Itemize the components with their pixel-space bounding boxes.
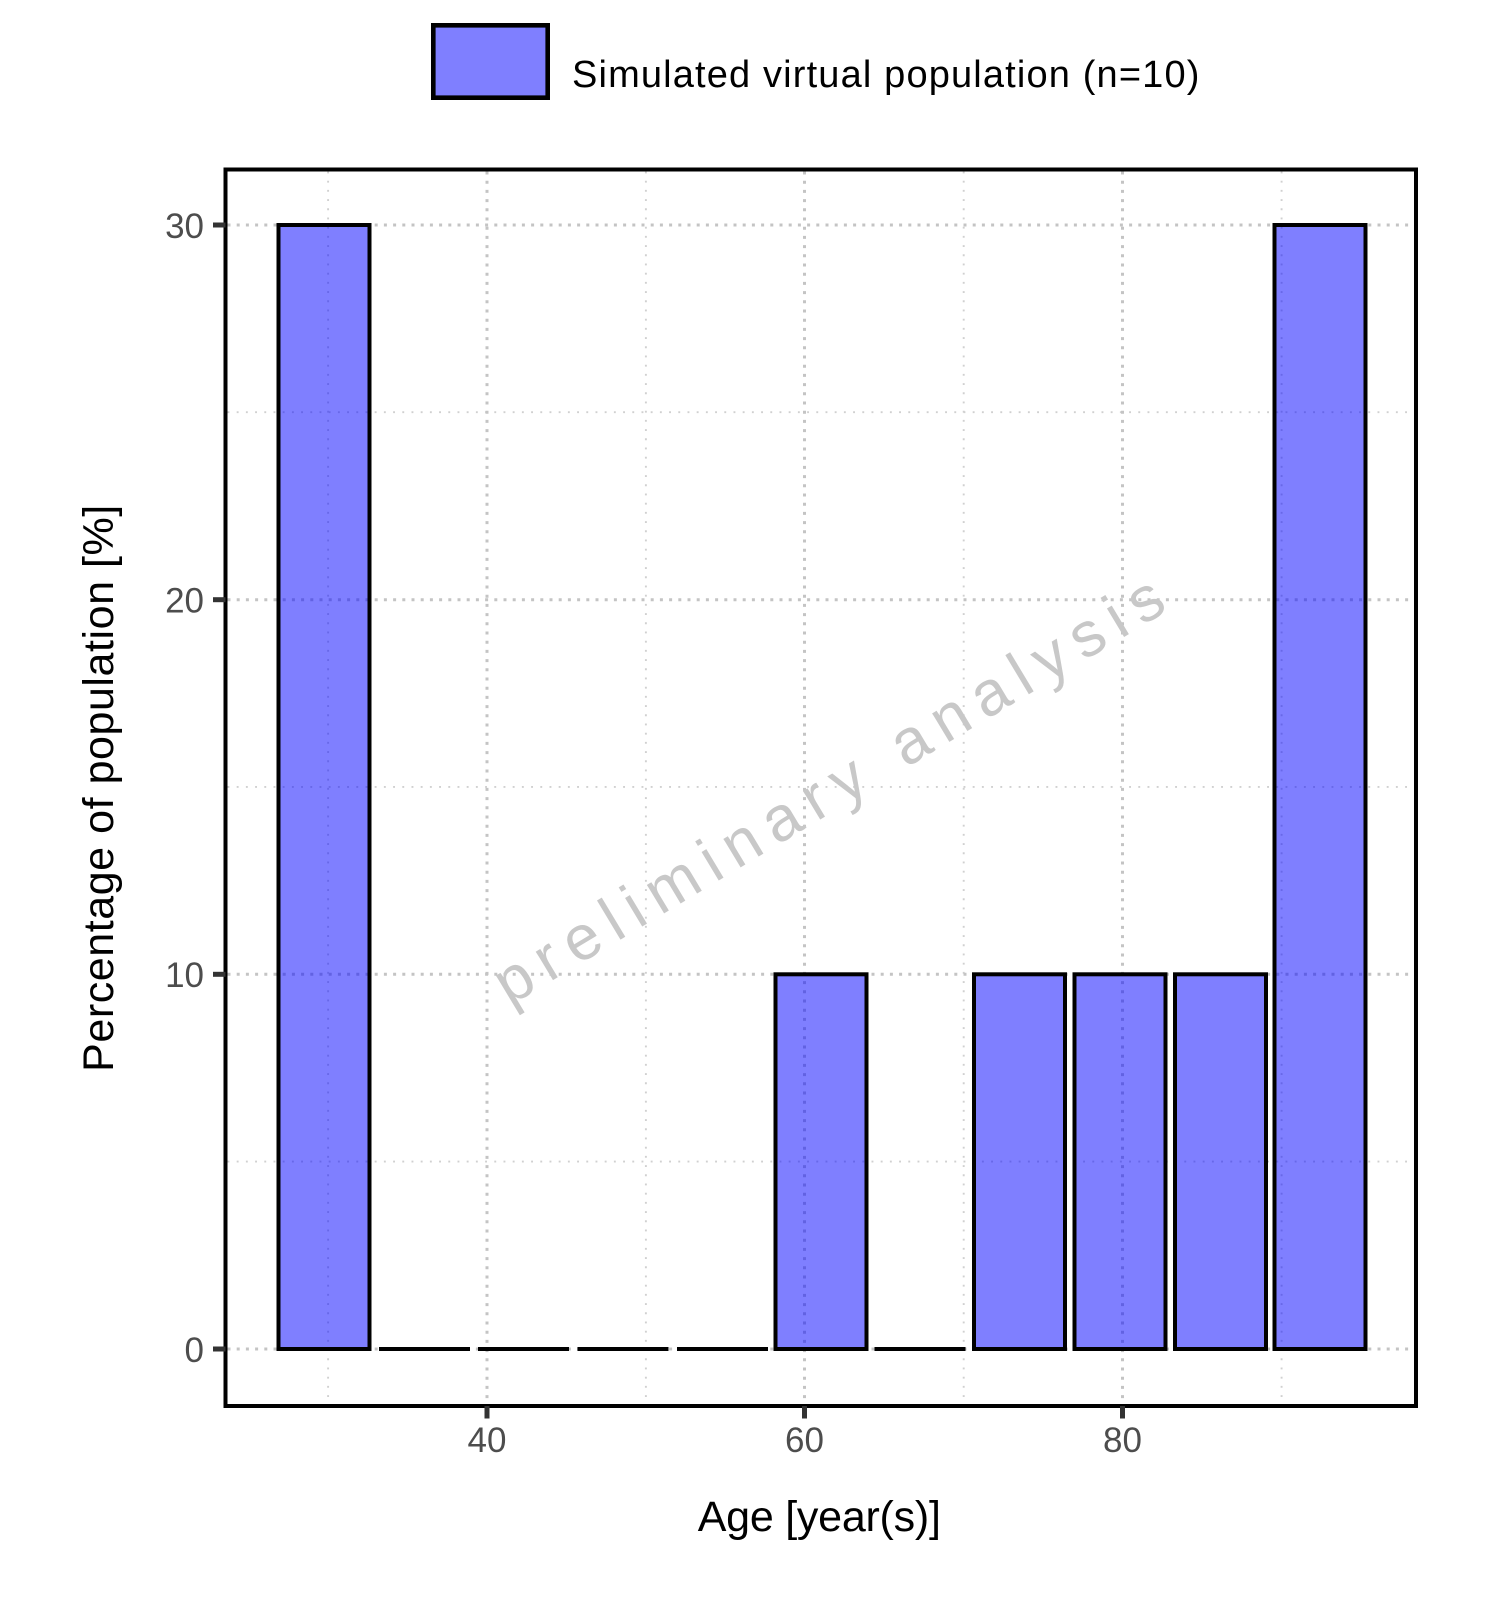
svg-text:80: 80 xyxy=(1103,1421,1142,1460)
svg-text:20: 20 xyxy=(165,582,204,621)
svg-text:0: 0 xyxy=(185,1331,204,1370)
svg-text:30: 30 xyxy=(165,207,204,246)
svg-text:60: 60 xyxy=(785,1421,824,1460)
svg-text:40: 40 xyxy=(468,1421,507,1460)
svg-text:10: 10 xyxy=(165,956,204,995)
svg-text:Age [year(s)]: Age [year(s)] xyxy=(698,1493,941,1541)
svg-text:Simulated virtual population (: Simulated virtual population (n=10) xyxy=(572,54,1201,96)
svg-text:Percentage of population [%]: Percentage of population [%] xyxy=(75,504,123,1072)
